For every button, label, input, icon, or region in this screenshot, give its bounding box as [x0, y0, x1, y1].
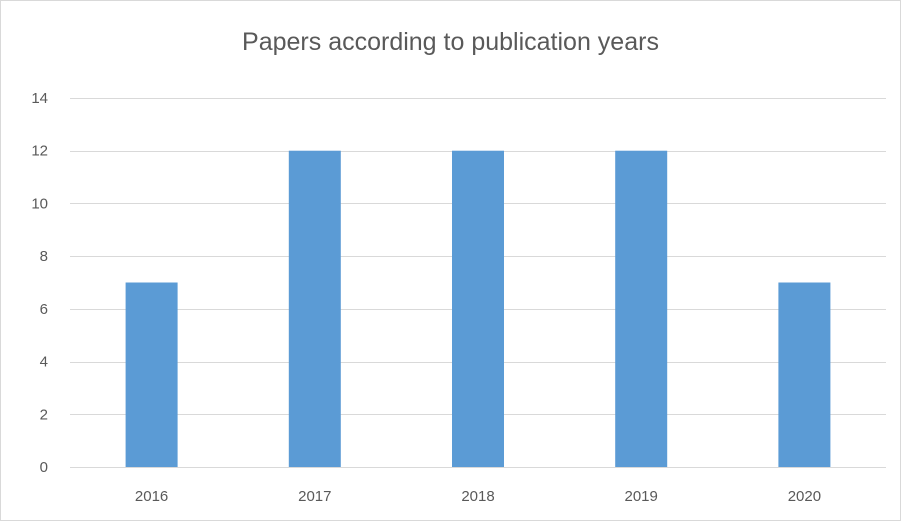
y-tick-label: 10	[31, 195, 48, 212]
y-tick-label: 6	[40, 301, 48, 318]
y-tick-label: 14	[31, 90, 48, 107]
x-axis-tick-labels: 2016 2017 2018 2019 2020	[135, 488, 821, 505]
chart-title: Papers according to publication years	[242, 28, 659, 56]
x-tick-label: 2017	[298, 488, 331, 505]
bar-2018	[452, 150, 504, 467]
bar-2017	[288, 150, 341, 467]
y-tick-label: 12	[31, 143, 48, 160]
bar-2016	[125, 282, 178, 467]
x-tick-label: 2020	[788, 488, 821, 505]
y-tick-label: 2	[40, 406, 48, 423]
bars	[70, 150, 886, 468]
bar-2019	[615, 150, 668, 467]
y-tick-label: 4	[40, 354, 48, 371]
y-axis-tick-labels: 0 2 4 6 8 10 12 14	[31, 90, 48, 476]
x-tick-label: 2016	[135, 488, 168, 505]
y-tick-label: 8	[40, 248, 48, 265]
bar-2020	[778, 282, 831, 467]
x-tick-label: 2018	[461, 488, 494, 505]
x-tick-label: 2019	[625, 488, 658, 505]
y-tick-label: 0	[40, 459, 48, 476]
